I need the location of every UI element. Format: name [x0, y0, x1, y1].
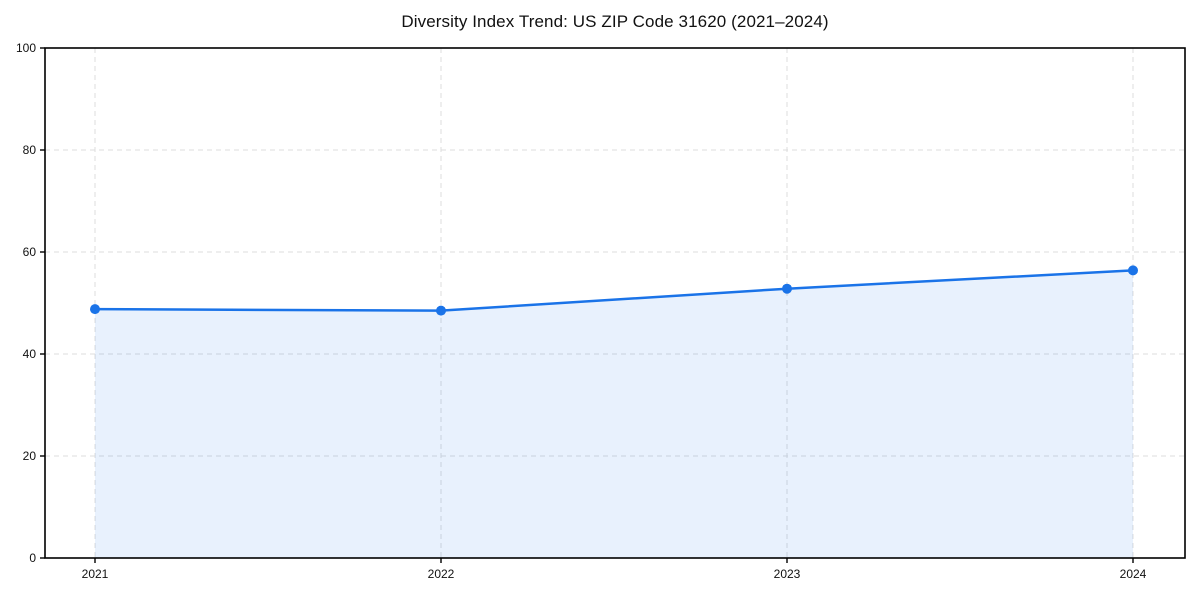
y-tick-label: 0 — [29, 551, 36, 565]
x-tick-label: 2021 — [82, 567, 109, 581]
y-tick-label: 80 — [23, 143, 37, 157]
data-point-marker — [436, 305, 446, 316]
x-tick-label: 2022 — [428, 567, 455, 581]
plot-border — [44, 47, 1186, 559]
data-point-marker — [782, 283, 792, 294]
area-fill — [95, 270, 1133, 558]
y-tick-label: 100 — [16, 41, 36, 55]
data-point-marker — [90, 304, 100, 315]
y-tick-label: 20 — [23, 449, 37, 463]
y-tick-label: 60 — [23, 245, 37, 259]
x-tick-label: 2024 — [1120, 567, 1147, 581]
x-tick-label: 2023 — [774, 567, 801, 581]
chart-title: Diversity Index Trend: US ZIP Code 31620… — [401, 12, 829, 31]
data-point-marker — [1128, 265, 1138, 276]
y-tick-label: 40 — [23, 347, 37, 361]
trend-line — [93, 269, 1135, 312]
